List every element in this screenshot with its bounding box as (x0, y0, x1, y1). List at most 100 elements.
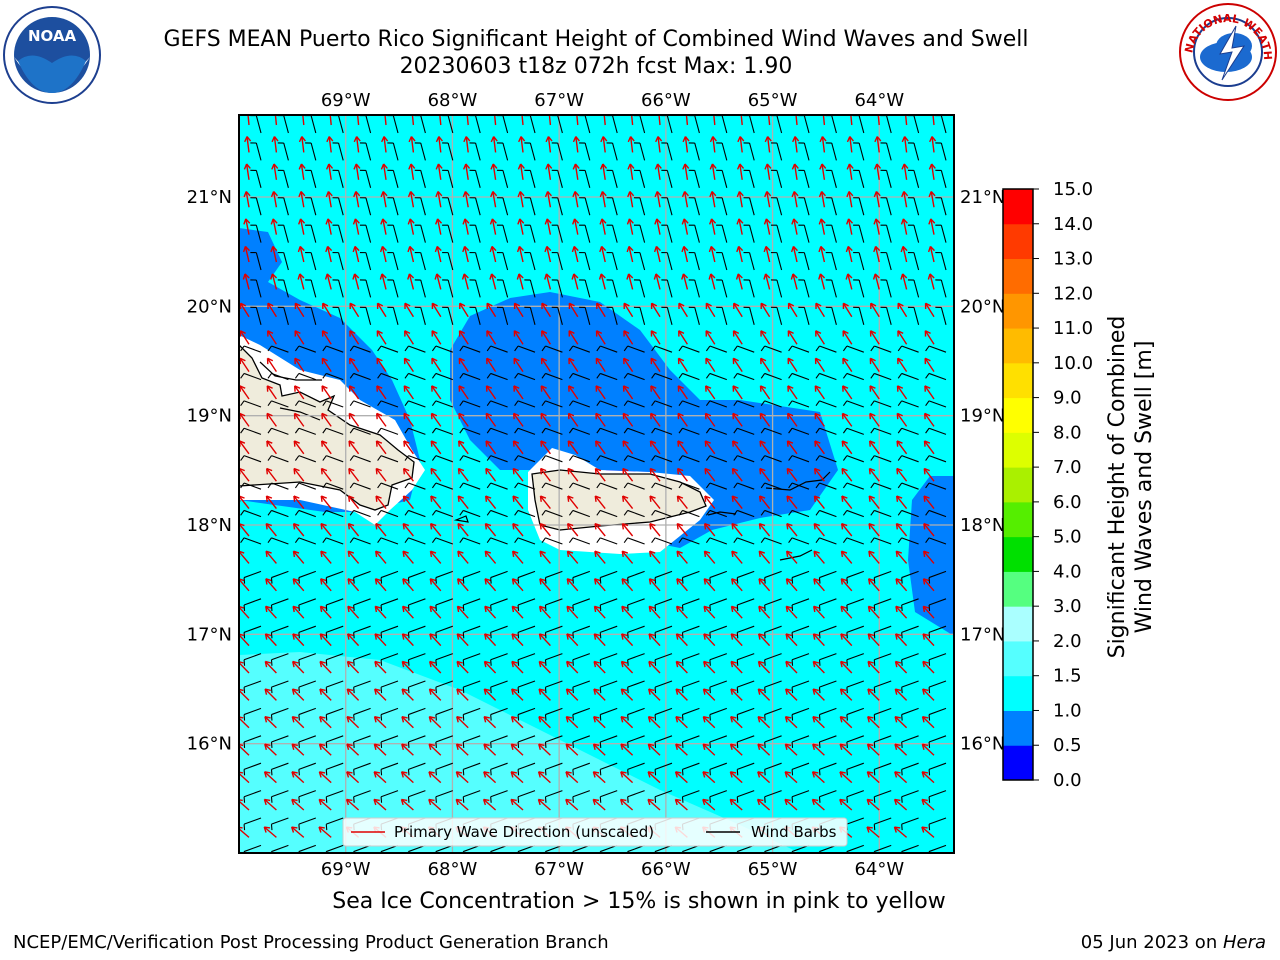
wave-arrow-head (703, 660, 710, 668)
wave-arrow (847, 273, 853, 290)
wave-arrow (436, 246, 442, 263)
wind-barb (557, 279, 563, 298)
wave-arrow-head (376, 412, 383, 420)
wave-arrow (842, 357, 853, 372)
wave-arrow (593, 660, 606, 674)
wind-barb (490, 680, 508, 688)
wave-arrow-head (648, 633, 655, 640)
wave-arrow-head (594, 440, 602, 447)
wave-arrow-head (896, 467, 903, 475)
wave-arrow-head (813, 550, 820, 558)
wave-arrow-head (490, 136, 498, 143)
wave-arrow (784, 771, 798, 784)
wave-arrow-head (866, 826, 873, 833)
wind-barb (545, 735, 563, 743)
wind-barb-flag (486, 482, 492, 489)
colorbar-bin (1003, 745, 1033, 781)
wind-barb (791, 427, 810, 435)
wave-arrow-head (921, 715, 929, 723)
wave-arrow (404, 330, 414, 345)
wind-barb (517, 762, 536, 770)
wave-arrow-head (731, 495, 738, 502)
wind-barb (709, 762, 727, 770)
wind-barb (737, 455, 755, 463)
wind-barb-flag (514, 455, 519, 461)
wind-barb (600, 653, 618, 661)
wave-arrow (428, 798, 442, 811)
wind-barb (901, 455, 919, 463)
wave-direction-arrows (239, 115, 937, 838)
wave-arrow (785, 716, 798, 729)
wave-arrow-head (787, 330, 794, 337)
wave-arrow (767, 115, 771, 126)
wind-barb (326, 509, 344, 518)
wave-arrow (458, 440, 469, 455)
wind-barb (901, 707, 919, 716)
wind-barb (353, 537, 371, 545)
wind-barb (243, 372, 262, 381)
wind-barb (572, 455, 590, 463)
wave-arrow-head (349, 357, 356, 365)
wave-arrow (346, 743, 360, 756)
wave-arrow-head (538, 660, 546, 668)
wind-barb (408, 455, 426, 463)
wave-arrow-head (921, 771, 929, 778)
wind-barb (463, 790, 481, 798)
wave-arrow-head (489, 218, 497, 225)
wave-arrow (404, 302, 414, 318)
wind-barb (874, 735, 892, 743)
wind-barb (408, 345, 426, 353)
wind-barb (874, 598, 892, 606)
wave-arrow (819, 273, 826, 290)
wind-barb (271, 625, 289, 633)
wind-barb-flag (240, 400, 245, 407)
colorbar-tick-label: 10.0 (1053, 353, 1093, 374)
wave-arrow-head (785, 605, 793, 613)
wind-barb (490, 509, 508, 518)
wind-barb-flag (322, 510, 327, 516)
wave-arrow (239, 827, 250, 838)
wave-arrow (318, 798, 332, 811)
wind-barb (682, 427, 700, 435)
wave-arrow (518, 273, 524, 290)
wind-barb (654, 707, 673, 716)
wind-barb (709, 372, 727, 381)
wave-arrow-head (732, 385, 739, 392)
wave-arrow (463, 273, 469, 290)
wind-barb-flag (733, 455, 738, 461)
wave-arrow (650, 385, 661, 400)
wind-barb (326, 482, 344, 490)
wind-barb (791, 762, 810, 770)
wave-arrow-head (401, 743, 408, 751)
wave-arrow (456, 605, 469, 619)
lat-label-left: 21°N (187, 187, 232, 208)
wind-barb-flag (377, 427, 382, 434)
wave-arrow-head (325, 190, 333, 198)
wave-arrow (649, 440, 661, 455)
wind-barb (380, 537, 399, 545)
wind-barb (886, 252, 892, 271)
wave-arrow-head (456, 605, 464, 613)
wave-arrow-head (539, 467, 547, 475)
wave-arrow (510, 743, 524, 756)
wind-barb (298, 482, 316, 490)
wave-arrow (381, 246, 387, 263)
wave-arrow (356, 115, 360, 126)
wind-barb (846, 372, 864, 381)
wave-arrow (376, 357, 387, 372)
wind-barb (490, 400, 508, 408)
wave-arrow (513, 357, 524, 372)
wind-barb (874, 762, 892, 770)
wave-arrow-head (895, 578, 902, 585)
wave-arrow (657, 136, 661, 153)
wave-arrow (923, 495, 935, 510)
wave-arrow (401, 716, 414, 729)
wave-arrow-head (456, 578, 464, 585)
colorbar-tick-label: 13.0 (1053, 249, 1093, 270)
wind-barb (709, 598, 727, 606)
wave-arrow-head (400, 798, 408, 806)
lat-labels-left: 21°N20°N19°N18°N17°N16°N (187, 187, 232, 755)
wind-barb-flag (623, 537, 629, 544)
wind-barb-flag (541, 345, 546, 352)
wave-arrow-head (265, 578, 272, 585)
